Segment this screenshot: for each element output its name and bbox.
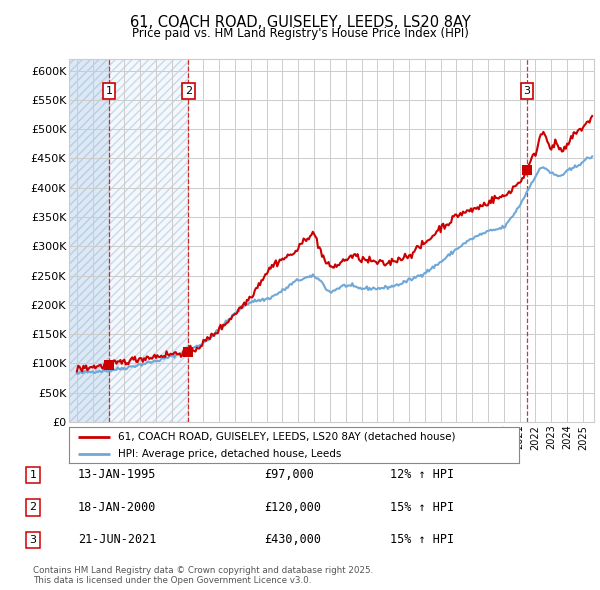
Text: 3: 3 [523,86,530,96]
Text: 15% ↑ HPI: 15% ↑ HPI [390,501,454,514]
Text: 3: 3 [29,535,37,545]
Text: 21-JUN-2021: 21-JUN-2021 [78,533,157,546]
Text: 1: 1 [29,470,37,480]
Text: 13-JAN-1995: 13-JAN-1995 [78,468,157,481]
Text: 61, COACH ROAD, GUISELEY, LEEDS, LS20 8AY: 61, COACH ROAD, GUISELEY, LEEDS, LS20 8A… [130,15,470,30]
Text: HPI: Average price, detached house, Leeds: HPI: Average price, detached house, Leed… [119,449,342,459]
Text: 1: 1 [106,86,113,96]
Text: 18-JAN-2000: 18-JAN-2000 [78,501,157,514]
Text: 15% ↑ HPI: 15% ↑ HPI [390,533,454,546]
Text: 12% ↑ HPI: 12% ↑ HPI [390,468,454,481]
Text: £120,000: £120,000 [264,501,321,514]
Bar [69,59,109,422]
Text: 2: 2 [29,503,37,512]
Text: £430,000: £430,000 [264,533,321,546]
Text: 61, COACH ROAD, GUISELEY, LEEDS, LS20 8AY (detached house): 61, COACH ROAD, GUISELEY, LEEDS, LS20 8A… [119,432,456,442]
Bar [109,59,188,422]
Text: Price paid vs. HM Land Registry's House Price Index (HPI): Price paid vs. HM Land Registry's House … [131,27,469,40]
Text: £97,000: £97,000 [264,468,314,481]
Text: Contains HM Land Registry data © Crown copyright and database right 2025.
This d: Contains HM Land Registry data © Crown c… [33,566,373,585]
Bar [69,59,109,422]
Text: 2: 2 [185,86,192,96]
Bar [109,59,188,422]
